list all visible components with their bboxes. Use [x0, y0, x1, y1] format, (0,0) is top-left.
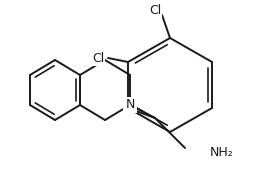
Text: NH₂: NH₂ — [210, 146, 234, 160]
Text: N: N — [125, 98, 135, 112]
Text: Cl: Cl — [92, 51, 104, 65]
Text: Cl: Cl — [149, 3, 161, 17]
